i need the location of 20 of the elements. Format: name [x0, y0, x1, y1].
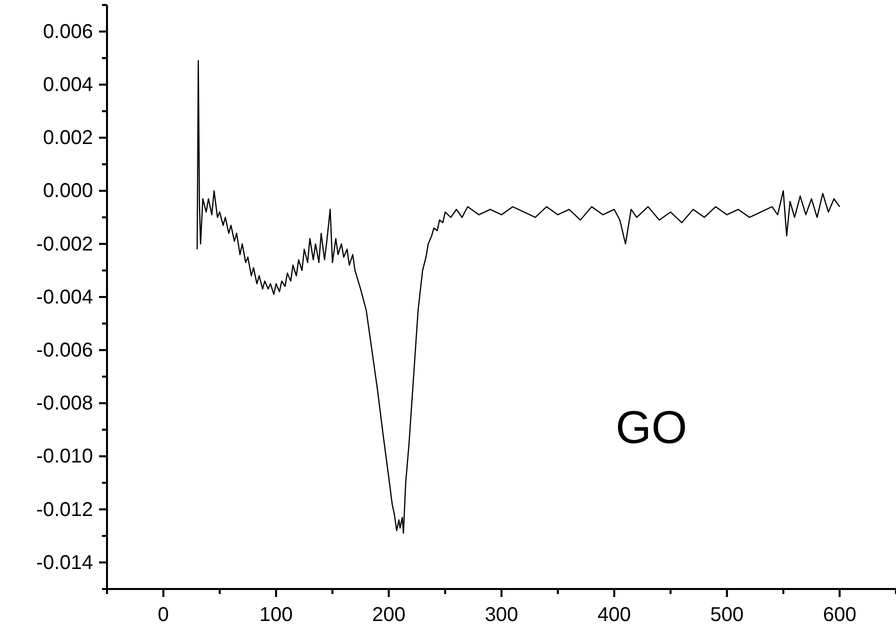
x-tick-label: 500: [710, 604, 744, 626]
line-series: [196, 60, 840, 534]
x-tick-label: 0: [158, 604, 169, 626]
x-tick-label: 400: [598, 604, 631, 626]
x-tick-label: 200: [372, 604, 406, 626]
y-tick-label: -0.004: [36, 286, 93, 308]
y-tick-label: -0.010: [36, 446, 93, 468]
y-tick-label: -0.008: [36, 392, 93, 415]
x-tick-label: 600: [822, 604, 856, 626]
y-tick-label: -0.002: [36, 233, 93, 256]
y-tick-label: -0.014: [36, 552, 93, 574]
annotation: GO: [616, 401, 688, 453]
x-tick-label: 300: [484, 604, 518, 626]
y-tick-label: 0.000: [42, 180, 93, 202]
y-tick-label: 0.002: [42, 127, 93, 150]
x-tick-label: 100: [259, 604, 293, 626]
y-tick-label: -0.012: [36, 498, 93, 521]
y-tick-label: 0.004: [42, 74, 93, 96]
y-tick-label: -0.006: [36, 339, 93, 362]
y-tick-label: 0.006: [42, 20, 93, 43]
